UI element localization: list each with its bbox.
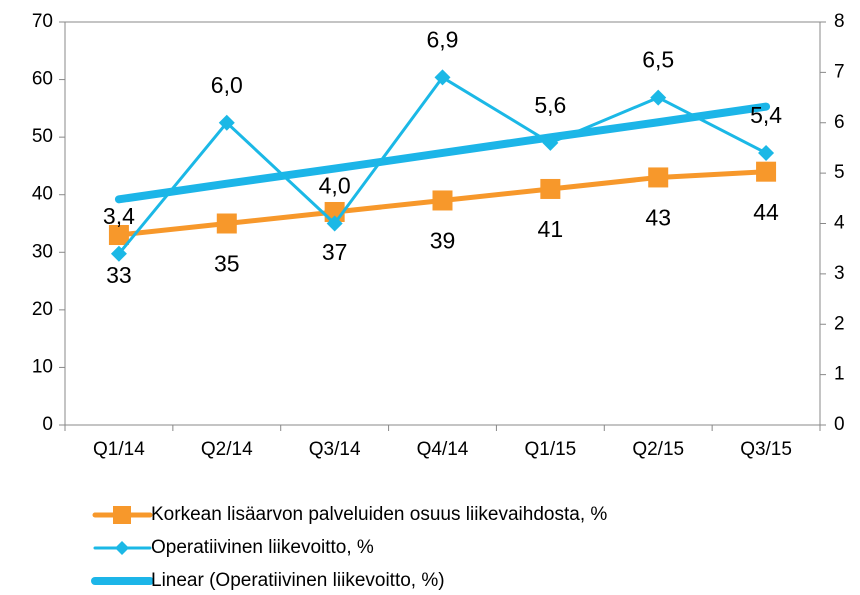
y-tick-label: 0 <box>42 414 53 435</box>
y2-tick-label: 0 <box>834 414 845 435</box>
value-label: 39 <box>430 228 456 254</box>
value-label: 6,0 <box>211 72 243 98</box>
marker <box>542 134 559 151</box>
x-tick-label: Q2/15 <box>632 439 684 460</box>
value-label: 5,6 <box>534 92 566 118</box>
x-tick-label: Q3/14 <box>309 439 361 460</box>
marker <box>758 144 775 161</box>
value-label: 41 <box>538 216 564 242</box>
marker <box>110 245 127 262</box>
marker <box>326 215 343 232</box>
y2-tick-label: 5 <box>834 162 845 183</box>
marker <box>648 167 669 188</box>
legend-label: Linear (Operatiivinen liikevoitto, %) <box>151 570 445 591</box>
legend-marker <box>113 506 131 524</box>
marker <box>432 190 453 211</box>
value-label: 4,0 <box>319 173 351 199</box>
marker <box>650 89 667 106</box>
y2-tick-label: 3 <box>834 263 845 284</box>
y2-tick-label: 7 <box>834 61 845 82</box>
x-tick-label: Q1/14 <box>93 439 145 460</box>
x-tick-label: Q4/14 <box>417 439 469 460</box>
x-tick-label: Q2/14 <box>201 439 253 460</box>
value-label: 6,5 <box>642 47 674 73</box>
y-tick-label: 40 <box>32 184 53 205</box>
x-tick-label: Q1/15 <box>524 439 576 460</box>
trend-line <box>114 102 771 204</box>
y2-tick-label: 2 <box>834 313 845 334</box>
y2-tick-label: 4 <box>834 213 845 234</box>
legend-label: Operatiivinen liikevoitto, % <box>151 537 374 558</box>
marker <box>434 69 451 86</box>
y2-tick-label: 8 <box>834 11 845 32</box>
marker <box>108 225 129 246</box>
x-tick-label: Q3/15 <box>740 439 792 460</box>
y-tick-label: 70 <box>32 11 53 32</box>
y-tick-label: 10 <box>32 356 53 377</box>
legend-marker <box>115 541 129 555</box>
y-tick-label: 30 <box>32 241 53 262</box>
y2-tick-label: 6 <box>834 112 845 133</box>
marker <box>218 114 235 131</box>
value-label: 43 <box>645 205 671 231</box>
marker <box>216 213 237 234</box>
legend-label: Korkean lisäarvon palveluiden osuus liik… <box>151 504 607 525</box>
value-label: 37 <box>322 239 348 265</box>
value-label: 3,4 <box>103 203 135 229</box>
value-label: 5,4 <box>750 102 782 128</box>
value-label: 35 <box>214 251 240 277</box>
y-tick-label: 20 <box>32 299 53 320</box>
marker <box>540 178 561 199</box>
value-label: 44 <box>753 199 779 225</box>
y-tick-label: 50 <box>32 126 53 147</box>
value-label: 6,9 <box>427 26 459 52</box>
value-label: 33 <box>106 262 132 288</box>
marker <box>756 161 777 182</box>
y2-tick-label: 1 <box>834 364 845 385</box>
y-tick-label: 60 <box>32 69 53 90</box>
